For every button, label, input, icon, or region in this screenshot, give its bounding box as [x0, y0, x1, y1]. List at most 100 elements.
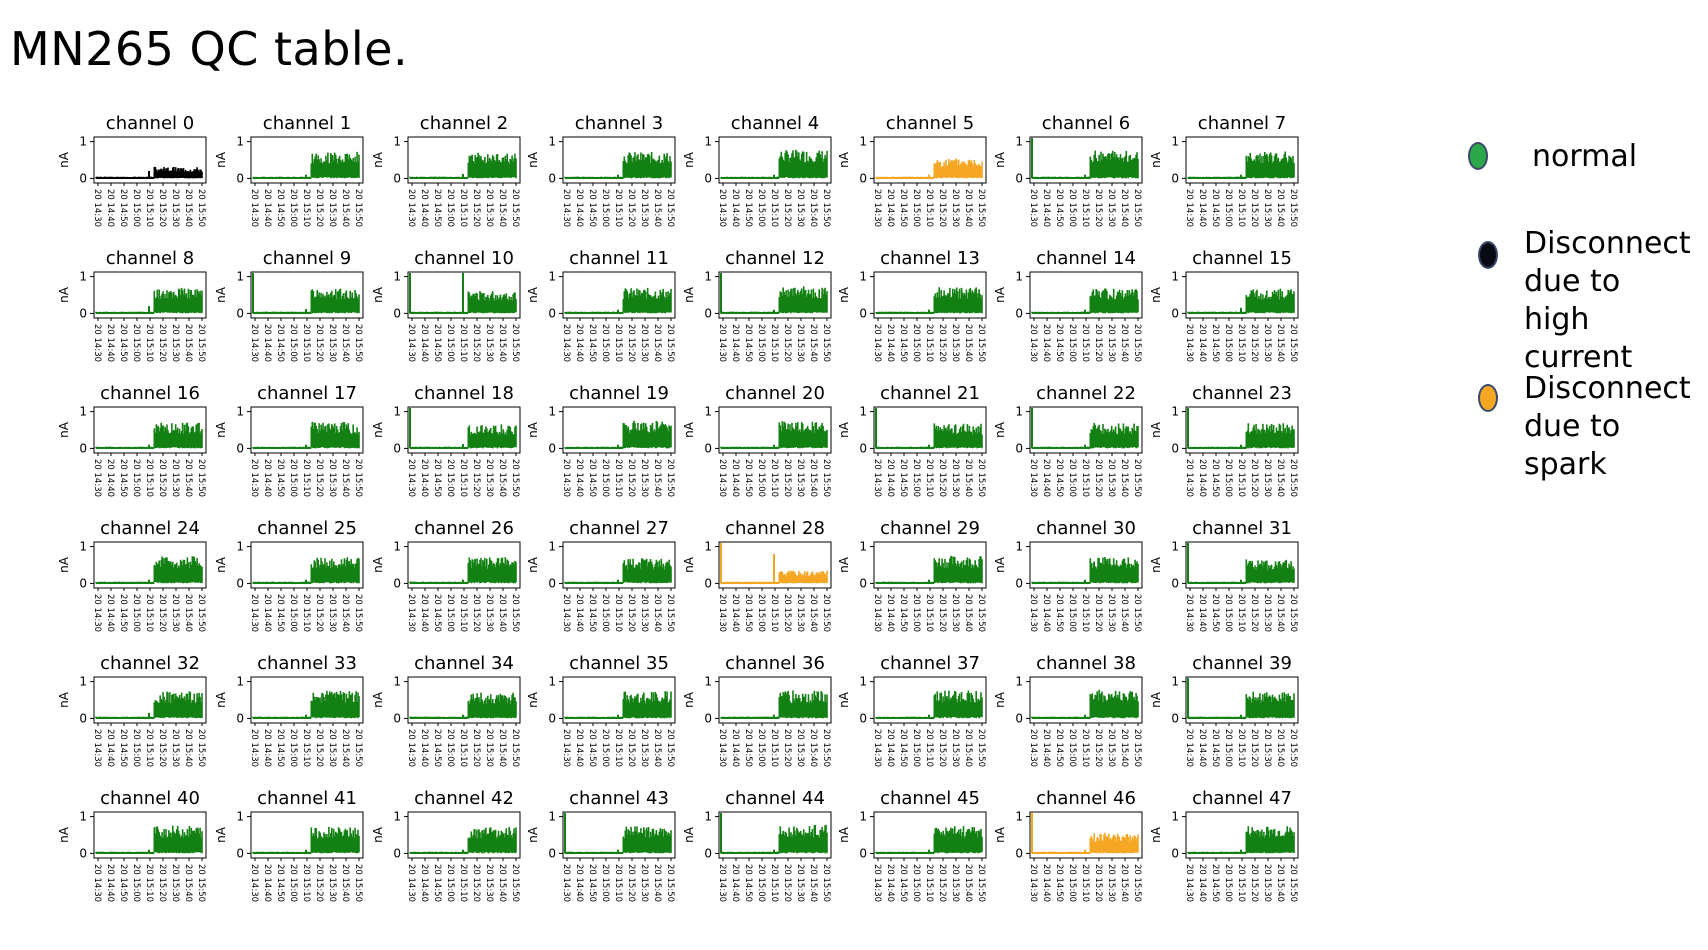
x-tick-label: 20 14:30 [561, 594, 571, 632]
legend-label-high-current: Disconnect due to high current [1524, 226, 1691, 375]
x-tick-label: 20 15:50 [353, 459, 363, 497]
x-tick-label: 20 15:40 [183, 189, 193, 227]
x-tick-label: 20 14:50 [587, 324, 597, 362]
x-tick-label: 20 15:50 [821, 324, 831, 362]
y-tick-label: 0 [1171, 711, 1179, 725]
y-tick-label: 0 [859, 576, 867, 590]
x-tick-label: 20 15:40 [340, 864, 350, 902]
x-tick-label: 20 15:30 [950, 594, 960, 632]
x-tick-label: 20 15:20 [937, 729, 947, 767]
x-tick-label: 20 15:10 [301, 459, 311, 497]
channel-trace [564, 287, 672, 314]
x-tick-label: 20 15:50 [1288, 189, 1298, 227]
x-tick-label: 20 14:40 [1041, 324, 1051, 362]
x-tick-label: 20 14:50 [1210, 459, 1220, 497]
x-tick-label: 20 15:20 [1093, 189, 1103, 227]
x-tick-label: 20 15:40 [808, 594, 818, 632]
x-tick-label: 20 14:40 [1197, 324, 1207, 362]
x-tick-label: 20 15:50 [821, 594, 831, 632]
channel-trace [875, 423, 983, 449]
y-tick-label: 1 [1171, 540, 1179, 554]
x-tick-label: 20 14:40 [1041, 729, 1051, 767]
y-tick-label: 1 [393, 135, 401, 149]
x-tick-label: 20 15:20 [782, 729, 792, 767]
x-tick-label: 20 14:40 [262, 189, 272, 227]
x-tick-label: 20 15:00 [1223, 864, 1233, 902]
x-tick-label: 20 15:00 [1067, 729, 1077, 767]
y-axis-label: nA [1149, 556, 1163, 573]
x-tick-label: 20 15:10 [924, 459, 934, 497]
y-tick-label: 1 [704, 675, 712, 689]
x-tick-label: 20 15:20 [157, 459, 167, 497]
y-tick-label: 1 [393, 270, 401, 284]
x-tick-label: 20 15:20 [157, 324, 167, 362]
x-tick-label: 20 15:50 [1288, 324, 1298, 362]
x-tick-label: 20 14:30 [1184, 459, 1194, 497]
x-tick-label: 20 15:30 [170, 729, 180, 767]
x-tick-label: 20 15:50 [821, 864, 831, 902]
x-tick-label: 20 15:10 [613, 729, 623, 767]
orange-dot-icon [1478, 384, 1498, 412]
y-axis-label: nA [837, 826, 851, 843]
channel-trace [409, 826, 517, 854]
y-axis-label: nA [837, 556, 851, 573]
x-tick-label: 20 15:40 [340, 324, 350, 362]
y-axis-label: nA [371, 151, 385, 168]
x-tick-label: 20 14:40 [574, 729, 584, 767]
x-tick-label: 20 14:50 [275, 189, 285, 227]
x-tick-label: 20 15:00 [1067, 324, 1077, 362]
x-tick-label: 20 15:20 [1249, 864, 1259, 902]
x-tick-label: 20 15:50 [665, 864, 675, 902]
x-tick-label: 20 15:50 [1132, 189, 1142, 227]
y-tick-label: 1 [1015, 405, 1023, 419]
x-tick-label: 20 15:50 [821, 189, 831, 227]
y-tick-label: 1 [704, 270, 712, 284]
x-tick-label: 20 14:30 [561, 729, 571, 767]
x-tick-label: 20 15:20 [626, 324, 636, 362]
y-axis-label: nA [1149, 691, 1163, 708]
x-tick-label: 20 14:40 [1197, 864, 1207, 902]
x-tick-label: 20 15:40 [808, 189, 818, 227]
x-tick-label: 20 14:30 [406, 594, 416, 632]
x-tick-label: 20 15:20 [314, 189, 324, 227]
x-tick-label: 20 15:50 [1132, 864, 1142, 902]
x-tick-label: 20 15:30 [484, 594, 494, 632]
channel-trace [1031, 557, 1139, 584]
x-tick-label: 20 14:30 [872, 189, 882, 227]
x-tick-label: 20 15:10 [1080, 729, 1090, 767]
y-tick-label: 1 [1171, 405, 1179, 419]
x-tick-label: 20 15:30 [639, 189, 649, 227]
channel-title: channel 5 [886, 113, 974, 134]
x-tick-label: 20 15:50 [196, 324, 206, 362]
x-tick-label: 20 14:40 [262, 729, 272, 767]
y-axis-label: nA [214, 421, 228, 438]
x-tick-label: 20 15:20 [626, 189, 636, 227]
x-tick-label: 20 15:30 [327, 864, 337, 902]
y-axis-label: nA [526, 151, 540, 168]
x-tick-label: 20 14:40 [262, 459, 272, 497]
x-tick-label: 20 15:30 [484, 189, 494, 227]
y-tick-label: 0 [859, 846, 867, 860]
x-tick-label: 20 15:30 [639, 864, 649, 902]
x-tick-label: 20 15:30 [170, 594, 180, 632]
x-tick-label: 20 15:50 [510, 189, 520, 227]
x-tick-label: 20 14:50 [118, 729, 128, 767]
channel-trace [252, 826, 360, 854]
x-tick-label: 20 15:50 [510, 864, 520, 902]
y-tick-label: 0 [1015, 576, 1023, 590]
channel-title: channel 26 [414, 518, 514, 539]
x-tick-label: 20 15:20 [626, 459, 636, 497]
x-tick-label: 20 14:30 [92, 189, 102, 227]
x-tick-label: 20 14:40 [574, 189, 584, 227]
channel-title: channel 39 [1192, 653, 1292, 674]
y-axis-label: nA [837, 151, 851, 168]
y-tick-label: 1 [859, 270, 867, 284]
